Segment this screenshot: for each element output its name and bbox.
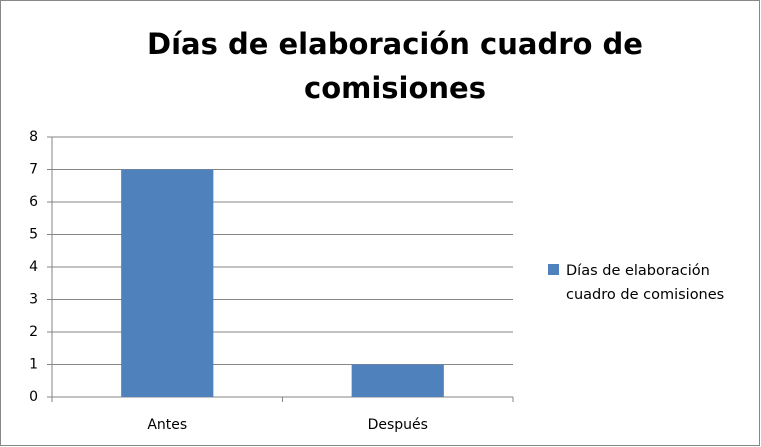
bar [121, 169, 214, 397]
y-tick-label: 5 [29, 227, 38, 243]
x-tick-label: Antes [147, 417, 187, 433]
y-tick-label: 7 [29, 162, 38, 178]
y-tick-label: 2 [29, 324, 38, 340]
legend-swatch [548, 264, 559, 275]
y-tick-label: 6 [29, 194, 38, 210]
y-tick-label: 1 [29, 357, 38, 373]
legend-label: Días de elaboración cuadro de comisiones [566, 263, 725, 303]
y-tick-label: 8 [29, 129, 38, 145]
bar [351, 364, 444, 397]
chart-title: Días de elaboración cuadro de comisiones [147, 27, 643, 105]
y-tick-label: 0 [29, 389, 38, 405]
x-tick-label: Después [368, 417, 428, 433]
y-tick-label: 4 [29, 259, 38, 275]
y-tick-label: 3 [29, 292, 38, 308]
